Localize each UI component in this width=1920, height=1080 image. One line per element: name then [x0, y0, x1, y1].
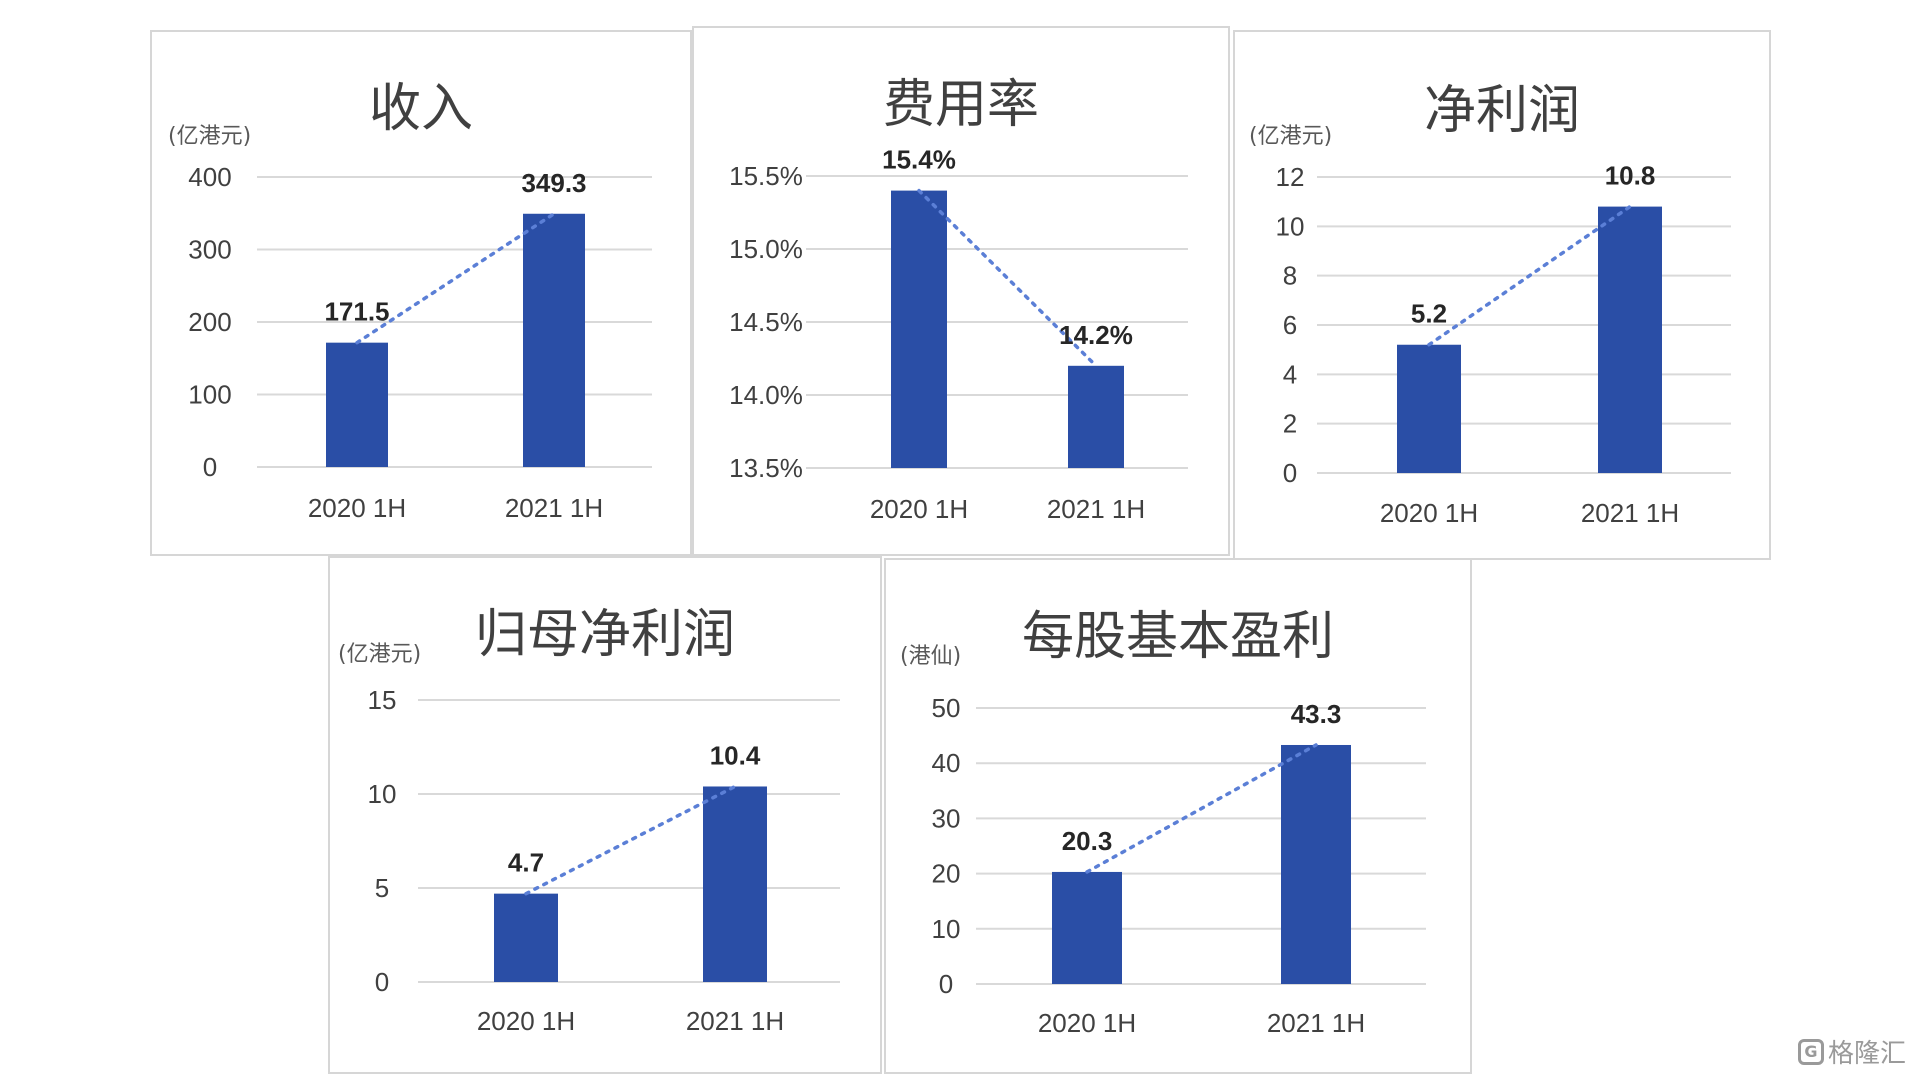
revenue-chart-svg: 0 100 200 300 400 171.5 349.3 2020 1H 2021 1H: [188, 162, 652, 523]
x-category-label: 2021 1H: [505, 493, 603, 523]
expense-ratio-chart-panel: 费用率 13.5% 14.0% 14.5% 15.0% 15.5% 15.4% 14.2% 2…: [692, 26, 1230, 556]
net-profit-chart-panel: 净利润 (亿港元) 0 2 4 6 8 10 12 5.2 10.8 2020 1H 2021 1H: [1233, 30, 1771, 560]
y-tick-label: 50: [932, 693, 961, 723]
revenue-chart-panel: 收入 (亿港元) 0 100 200 300 400 171.5 349.3 2020 1H 2…: [150, 30, 692, 556]
y-tick-label: 0: [939, 969, 953, 999]
trend-line: [355, 212, 556, 345]
data-label: 349.3: [521, 168, 586, 198]
chart-unit: (亿港元): [338, 642, 422, 667]
x-category-label: 2021 1H: [1581, 498, 1679, 528]
y-tick-label: 15.5%: [729, 161, 803, 191]
data-label: 10.4: [710, 740, 761, 770]
bar: [326, 342, 388, 467]
y-tick-label: 14.5%: [729, 307, 803, 337]
chart-title: 净利润: [1423, 81, 1580, 141]
basic-eps-chart-svg: 0 10 20 30 40 50 20.3 43.3 2020 1H 2021 1H: [932, 693, 1426, 1038]
data-label: 171.5: [324, 297, 389, 327]
x-category-label: 2021 1H: [686, 1006, 784, 1036]
data-label: 4.7: [508, 848, 544, 878]
net-profit-chart-svg: 0 2 4 6 8 10 12 5.2 10.8 2020 1H 2021 1H: [1276, 161, 1731, 528]
chart-unit: (港仙): [900, 644, 962, 669]
chart-title: 费用率: [882, 75, 1039, 135]
data-label: 5.2: [1411, 299, 1447, 329]
y-tick-label: 10: [932, 914, 961, 944]
bar: [1068, 365, 1124, 468]
x-category-label: 2020 1H: [870, 494, 968, 524]
chart-unit: (亿港元): [168, 124, 252, 149]
watermark: G 格隆汇: [1797, 1033, 1906, 1070]
attributable-net-profit-chart-panel: 归母净利润 (亿港元) 0 5 10 15 4.7 10.4 2020 1H 2021 1H: [328, 556, 882, 1074]
data-label: 14.2%: [1059, 320, 1133, 350]
trend-line: [524, 784, 737, 896]
bar: [523, 213, 585, 467]
y-tick-label: 0: [1283, 458, 1297, 488]
data-label: 15.4%: [882, 145, 956, 175]
y-tick-label: 6: [1283, 310, 1297, 340]
y-tick-label: 15.0%: [729, 234, 803, 264]
attributable-net-profit-chart-svg: 0 5 10 15 4.7 10.4 2020 1H 2021 1H: [368, 685, 840, 1036]
y-tick-label: 13.5%: [729, 453, 803, 483]
watermark-text: 格隆汇: [1827, 1039, 1906, 1069]
bar: [891, 190, 947, 468]
chart-unit: (亿港元): [1249, 124, 1333, 149]
trend-line: [917, 188, 1098, 368]
chart-title: 收入: [368, 79, 473, 139]
expense-ratio-chart-svg: 13.5% 14.0% 14.5% 15.0% 15.5% 15.4% 14.2% 2020 …: [729, 145, 1188, 524]
basic-eps-chart-panel: 每股基本盈利 (港仙) 0 10 20 30 40 50 20.3 43.3 2020 1H 20…: [884, 558, 1472, 1074]
trend-line: [1085, 743, 1318, 874]
bar: [494, 893, 558, 982]
chart-title: 归母净利润: [474, 605, 735, 665]
y-tick-label: 0: [375, 967, 389, 997]
bar: [1397, 344, 1461, 473]
data-label: 20.3: [1062, 826, 1113, 856]
bar: [1052, 871, 1122, 984]
x-category-label: 2020 1H: [1038, 1008, 1136, 1038]
bar: [703, 786, 767, 982]
y-tick-label: 100: [188, 380, 231, 410]
x-category-label: 2020 1H: [477, 1006, 575, 1036]
x-category-label: 2020 1H: [308, 493, 406, 523]
y-tick-label: 200: [188, 307, 231, 337]
y-tick-label: 10: [368, 779, 397, 809]
y-tick-label: 15: [368, 685, 397, 715]
y-tick-label: 8: [1283, 261, 1297, 291]
chart-title: 每股基本盈利: [1021, 607, 1334, 667]
x-category-label: 2021 1H: [1267, 1008, 1365, 1038]
bar: [1598, 206, 1662, 473]
y-tick-label: 5: [375, 873, 389, 903]
data-label: 43.3: [1291, 699, 1342, 729]
y-tick-label: 14.0%: [729, 380, 803, 410]
x-category-label: 2021 1H: [1047, 494, 1145, 524]
y-tick-label: 12: [1276, 162, 1305, 192]
x-category-label: 2020 1H: [1380, 498, 1478, 528]
y-tick-label: 2: [1283, 409, 1297, 439]
y-tick-label: 4: [1283, 359, 1297, 389]
y-tick-label: 0: [203, 452, 217, 482]
y-tick-label: 40: [932, 748, 961, 778]
y-tick-label: 10: [1276, 211, 1305, 241]
y-tick-label: 20: [932, 859, 961, 889]
y-tick-label: 30: [932, 803, 961, 833]
y-tick-label: 400: [188, 162, 231, 192]
bar: [1281, 744, 1351, 984]
y-tick-label: 300: [188, 235, 231, 265]
data-label: 10.8: [1605, 161, 1656, 191]
watermark-logo-icon: G: [1797, 1038, 1824, 1065]
trend-line: [1427, 204, 1632, 347]
